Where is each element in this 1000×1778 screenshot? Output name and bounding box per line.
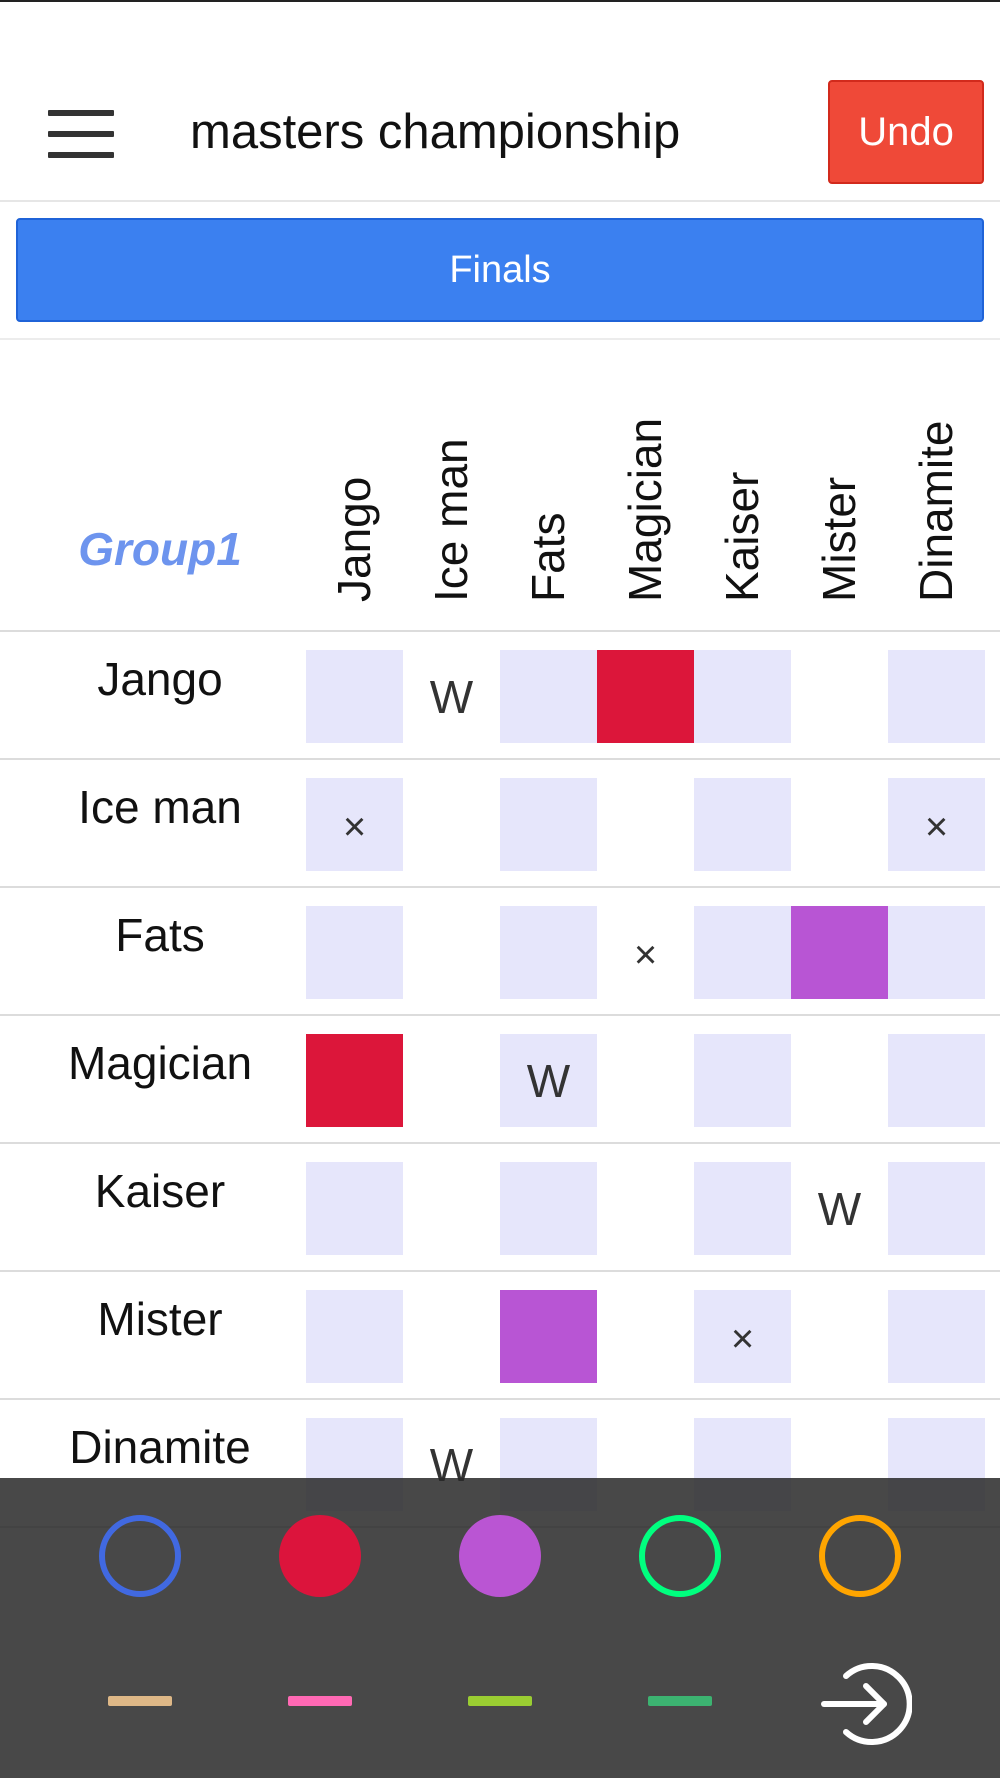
- row-divider: [0, 1014, 1000, 1016]
- score-cell[interactable]: [500, 906, 597, 999]
- score-cell[interactable]: W: [791, 1162, 888, 1255]
- undo-button[interactable]: Undo: [828, 80, 984, 184]
- menu-icon[interactable]: [48, 110, 114, 158]
- divider: [0, 338, 1000, 340]
- cross-mark: ×: [730, 1317, 755, 1361]
- row-label: Dinamite: [69, 1421, 251, 1473]
- divider: [0, 200, 1000, 202]
- row-divider: [0, 1142, 1000, 1144]
- row-divider: [0, 886, 1000, 888]
- score-cell[interactable]: [791, 1290, 888, 1383]
- row-label: Kaiser: [94, 1165, 226, 1217]
- score-cell[interactable]: [597, 1290, 694, 1383]
- score-cell[interactable]: [597, 1162, 694, 1255]
- score-cell[interactable]: [403, 1162, 500, 1255]
- score-cell[interactable]: [694, 650, 791, 743]
- exit-icon[interactable]: [820, 1658, 913, 1750]
- score-cell[interactable]: [403, 778, 500, 871]
- score-cell[interactable]: [694, 1034, 791, 1127]
- row-label: Mister: [97, 1293, 223, 1345]
- marker-palette: [0, 1478, 1000, 1778]
- column-header: Jango: [306, 340, 403, 602]
- score-cell[interactable]: [888, 650, 985, 743]
- score-cell[interactable]: [306, 1290, 403, 1383]
- score-cell[interactable]: [888, 1162, 985, 1255]
- column-header: Mister: [791, 340, 888, 602]
- score-cell[interactable]: [597, 1034, 694, 1127]
- score-cell[interactable]: [888, 906, 985, 999]
- row-divider: [0, 758, 1000, 760]
- column-header-label: Kaiser: [715, 471, 768, 602]
- purple-disc-marker[interactable]: [459, 1515, 541, 1597]
- red-disc-marker[interactable]: [279, 1515, 361, 1597]
- score-cell[interactable]: [888, 1290, 985, 1383]
- score-cell[interactable]: ×: [597, 906, 694, 999]
- score-cell[interactable]: [791, 1034, 888, 1127]
- column-header-label: Ice man: [424, 438, 477, 602]
- score-cell[interactable]: [500, 650, 597, 743]
- top-border: [0, 0, 1000, 2]
- finals-button[interactable]: Finals: [16, 218, 984, 322]
- score-cell[interactable]: [694, 1162, 791, 1255]
- green-ring-marker[interactable]: [639, 1515, 721, 1597]
- row-label: Jango: [97, 653, 223, 705]
- score-cell[interactable]: W: [500, 1034, 597, 1127]
- score-cell[interactable]: ×: [306, 778, 403, 871]
- score-cell[interactable]: W: [403, 650, 500, 743]
- column-header: Dinamite: [888, 340, 985, 602]
- column-header-label: Magician: [618, 417, 671, 602]
- score-cell[interactable]: [306, 1162, 403, 1255]
- score-cell[interactable]: [403, 1034, 500, 1127]
- score-cell[interactable]: [306, 1034, 403, 1127]
- column-header-label: Mister: [812, 476, 865, 602]
- win-mark: W: [429, 671, 474, 723]
- group-label: Group1: [78, 523, 242, 575]
- cross-mark: ×: [342, 805, 367, 849]
- column-header-label: Fats: [521, 512, 574, 602]
- score-cell[interactable]: [306, 906, 403, 999]
- score-cell[interactable]: [597, 650, 694, 743]
- score-cell[interactable]: [500, 1162, 597, 1255]
- row-divider: [0, 630, 1000, 632]
- score-cell[interactable]: [694, 906, 791, 999]
- column-header: Fats: [500, 340, 597, 602]
- row-label: Fats: [115, 909, 205, 961]
- win-mark: W: [817, 1183, 862, 1235]
- score-cell[interactable]: [791, 778, 888, 871]
- blue-ring-marker[interactable]: [99, 1515, 181, 1597]
- score-cell[interactable]: [500, 1290, 597, 1383]
- score-cell[interactable]: ×: [694, 1290, 791, 1383]
- row-label: Magician: [67, 1037, 253, 1089]
- score-cell[interactable]: [306, 650, 403, 743]
- orange-ring-marker[interactable]: [819, 1515, 901, 1597]
- row-label: Ice man: [78, 781, 242, 833]
- score-cell[interactable]: [791, 650, 888, 743]
- column-header: Kaiser: [694, 340, 791, 602]
- lime-line-marker[interactable]: [468, 1696, 532, 1706]
- column-header-label: Dinamite: [909, 420, 962, 602]
- column-header-label: Jango: [327, 476, 380, 602]
- pink-line-marker[interactable]: [288, 1696, 352, 1706]
- page-title: masters championship: [190, 105, 681, 159]
- column-header: Ice man: [403, 340, 500, 602]
- green-line-marker[interactable]: [648, 1696, 712, 1706]
- tan-line-marker[interactable]: [108, 1696, 172, 1706]
- score-cell[interactable]: [597, 778, 694, 871]
- cross-mark: ×: [924, 805, 949, 849]
- app-header: masters championship Undo: [0, 62, 1000, 200]
- score-cell[interactable]: [403, 1290, 500, 1383]
- cross-mark: ×: [633, 933, 658, 977]
- score-cell[interactable]: ×: [888, 778, 985, 871]
- score-cell[interactable]: [694, 778, 791, 871]
- row-divider: [0, 1270, 1000, 1272]
- score-cell[interactable]: [888, 1034, 985, 1127]
- row-divider: [0, 1398, 1000, 1400]
- score-cell[interactable]: [403, 906, 500, 999]
- score-cell[interactable]: [500, 778, 597, 871]
- score-cell[interactable]: [791, 906, 888, 999]
- win-mark: W: [526, 1055, 571, 1107]
- column-header: Magician: [597, 340, 694, 602]
